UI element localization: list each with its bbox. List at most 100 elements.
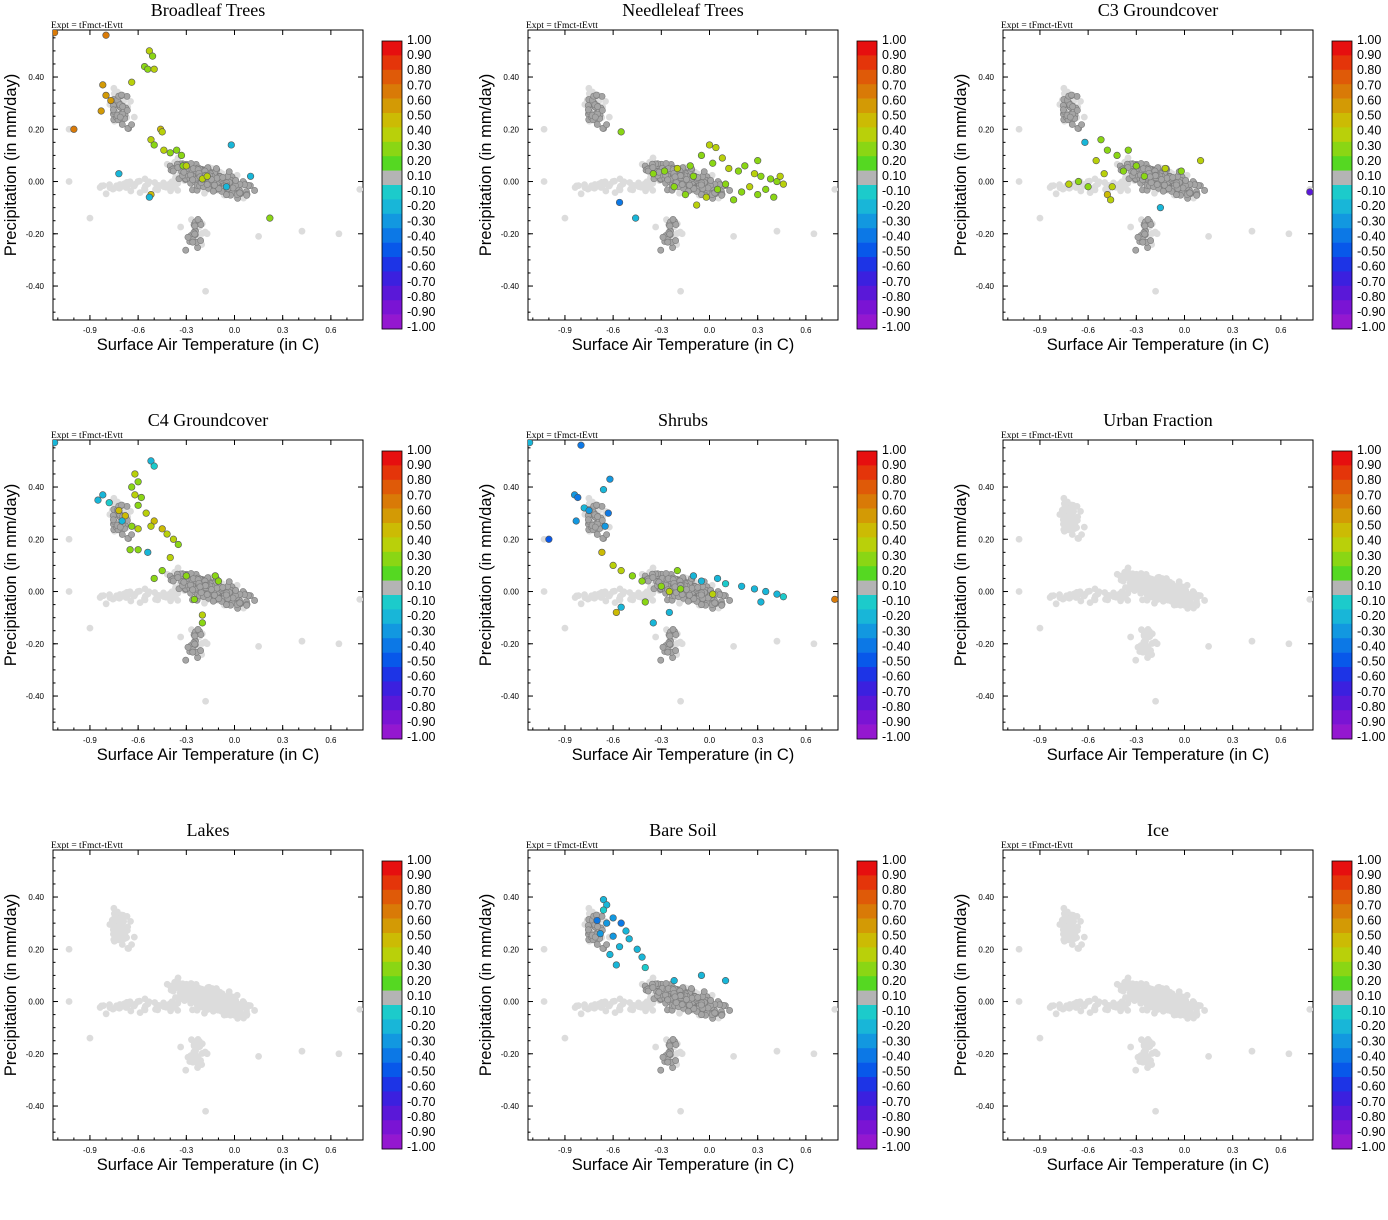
point-significant (599, 549, 606, 556)
y-tick-label: -0.20 (26, 230, 45, 239)
point-light (677, 288, 684, 295)
colorbar-label: -0.10 (407, 184, 436, 198)
colorbar-label: -0.10 (882, 594, 911, 608)
point-dark (683, 176, 689, 182)
colorbar-swatch (857, 653, 877, 668)
colorbar-swatch (1332, 156, 1352, 171)
point-dark (1068, 92, 1074, 98)
colorbar-label: 1.00 (882, 443, 906, 457)
point-dark (719, 192, 725, 198)
point-light (255, 643, 262, 650)
colorbar-label: 1.00 (882, 33, 906, 47)
point-light (677, 698, 684, 705)
colorbar-label: 0.60 (407, 503, 431, 517)
colorbar-swatch (382, 638, 402, 653)
point-dark (658, 247, 664, 253)
point-light (541, 588, 548, 595)
colorbar-swatch (1332, 142, 1352, 157)
point-dark (726, 187, 732, 193)
colorbar-swatch (382, 667, 402, 682)
y-tick-label: 0.40 (28, 73, 44, 82)
chart-title: Broadleaf Trees (151, 0, 265, 20)
point-significant (1157, 204, 1164, 211)
point-significant (1066, 181, 1073, 188)
point-significant (1125, 147, 1132, 154)
colorbar-swatch (857, 243, 877, 258)
y-axis-label: Precipitation (in mm/day) (2, 484, 20, 666)
x-tick-label: -0.3 (654, 736, 668, 745)
point-dark (701, 168, 707, 174)
point-dark (117, 114, 123, 120)
point-significant (762, 588, 769, 595)
point-dark (670, 626, 676, 632)
point-dark (237, 190, 243, 196)
point-significant (167, 554, 174, 561)
colorbar-swatch (857, 156, 877, 171)
colorbar-swatch (857, 99, 877, 114)
point-dark (220, 174, 226, 180)
point-significant (228, 142, 235, 149)
point-light (137, 189, 144, 196)
point-light (336, 640, 343, 647)
point-dark (599, 93, 605, 99)
x-tick-label: -0.3 (1129, 326, 1143, 335)
point-dark (1148, 179, 1154, 185)
y-tick-label: -0.40 (26, 692, 45, 701)
point-dark (118, 92, 124, 98)
x-tick-label: 0.0 (229, 736, 241, 745)
point-dark (251, 187, 257, 193)
point-significant (1162, 165, 1169, 172)
point-dark (1074, 93, 1080, 99)
colorbar-label: 0.70 (882, 488, 906, 502)
point-light (617, 593, 624, 600)
colorbar: 1.000.900.800.700.600.500.400.300.200.10… (857, 443, 911, 744)
point-dark (183, 247, 189, 253)
point-light (199, 640, 206, 647)
point-significant (661, 168, 668, 175)
colorbar-swatch (382, 286, 402, 301)
colorbar-label: 0.50 (1357, 109, 1381, 123)
point-significant (135, 546, 142, 553)
point-significant (1141, 173, 1148, 180)
point-significant (1133, 163, 1140, 170)
point-light (1081, 114, 1088, 121)
point-dark (128, 121, 134, 127)
point-light (97, 184, 104, 191)
point-dark (233, 587, 239, 593)
chart-title: Urban Fraction (1103, 410, 1212, 430)
point-light (831, 186, 838, 193)
point-light (174, 187, 181, 194)
y-axis-label: Precipitation (in mm/day) (2, 74, 20, 256)
point-significant (774, 591, 781, 598)
chart-title: Shrubs (658, 410, 708, 430)
y-tick-label: -0.20 (976, 640, 995, 649)
colorbar-label: 0.10 (882, 169, 906, 183)
point-dark (192, 231, 198, 237)
point-significant (722, 580, 729, 587)
colorbar-label: -1.00 (882, 320, 911, 334)
y-tick-label: 0.20 (503, 535, 519, 544)
colorbar-label: 0.30 (407, 549, 431, 563)
point-light (1065, 514, 1072, 521)
colorbar-swatch (382, 99, 402, 114)
point-significant (99, 82, 106, 89)
point-light (612, 599, 619, 606)
colorbar-swatch (1332, 41, 1352, 56)
colorbar-swatch (382, 156, 402, 171)
point-light (652, 634, 659, 641)
point-dark (190, 177, 196, 183)
point-dark (667, 223, 673, 229)
point-significant (632, 215, 639, 222)
point-significant (751, 586, 758, 593)
point-significant (618, 567, 625, 574)
colorbar-swatch (382, 315, 402, 330)
point-dark (214, 175, 220, 181)
point-significant (738, 189, 745, 196)
point-significant (183, 163, 190, 170)
colorbar-label: 0.20 (1357, 154, 1381, 168)
colorbar-swatch (1332, 171, 1352, 186)
